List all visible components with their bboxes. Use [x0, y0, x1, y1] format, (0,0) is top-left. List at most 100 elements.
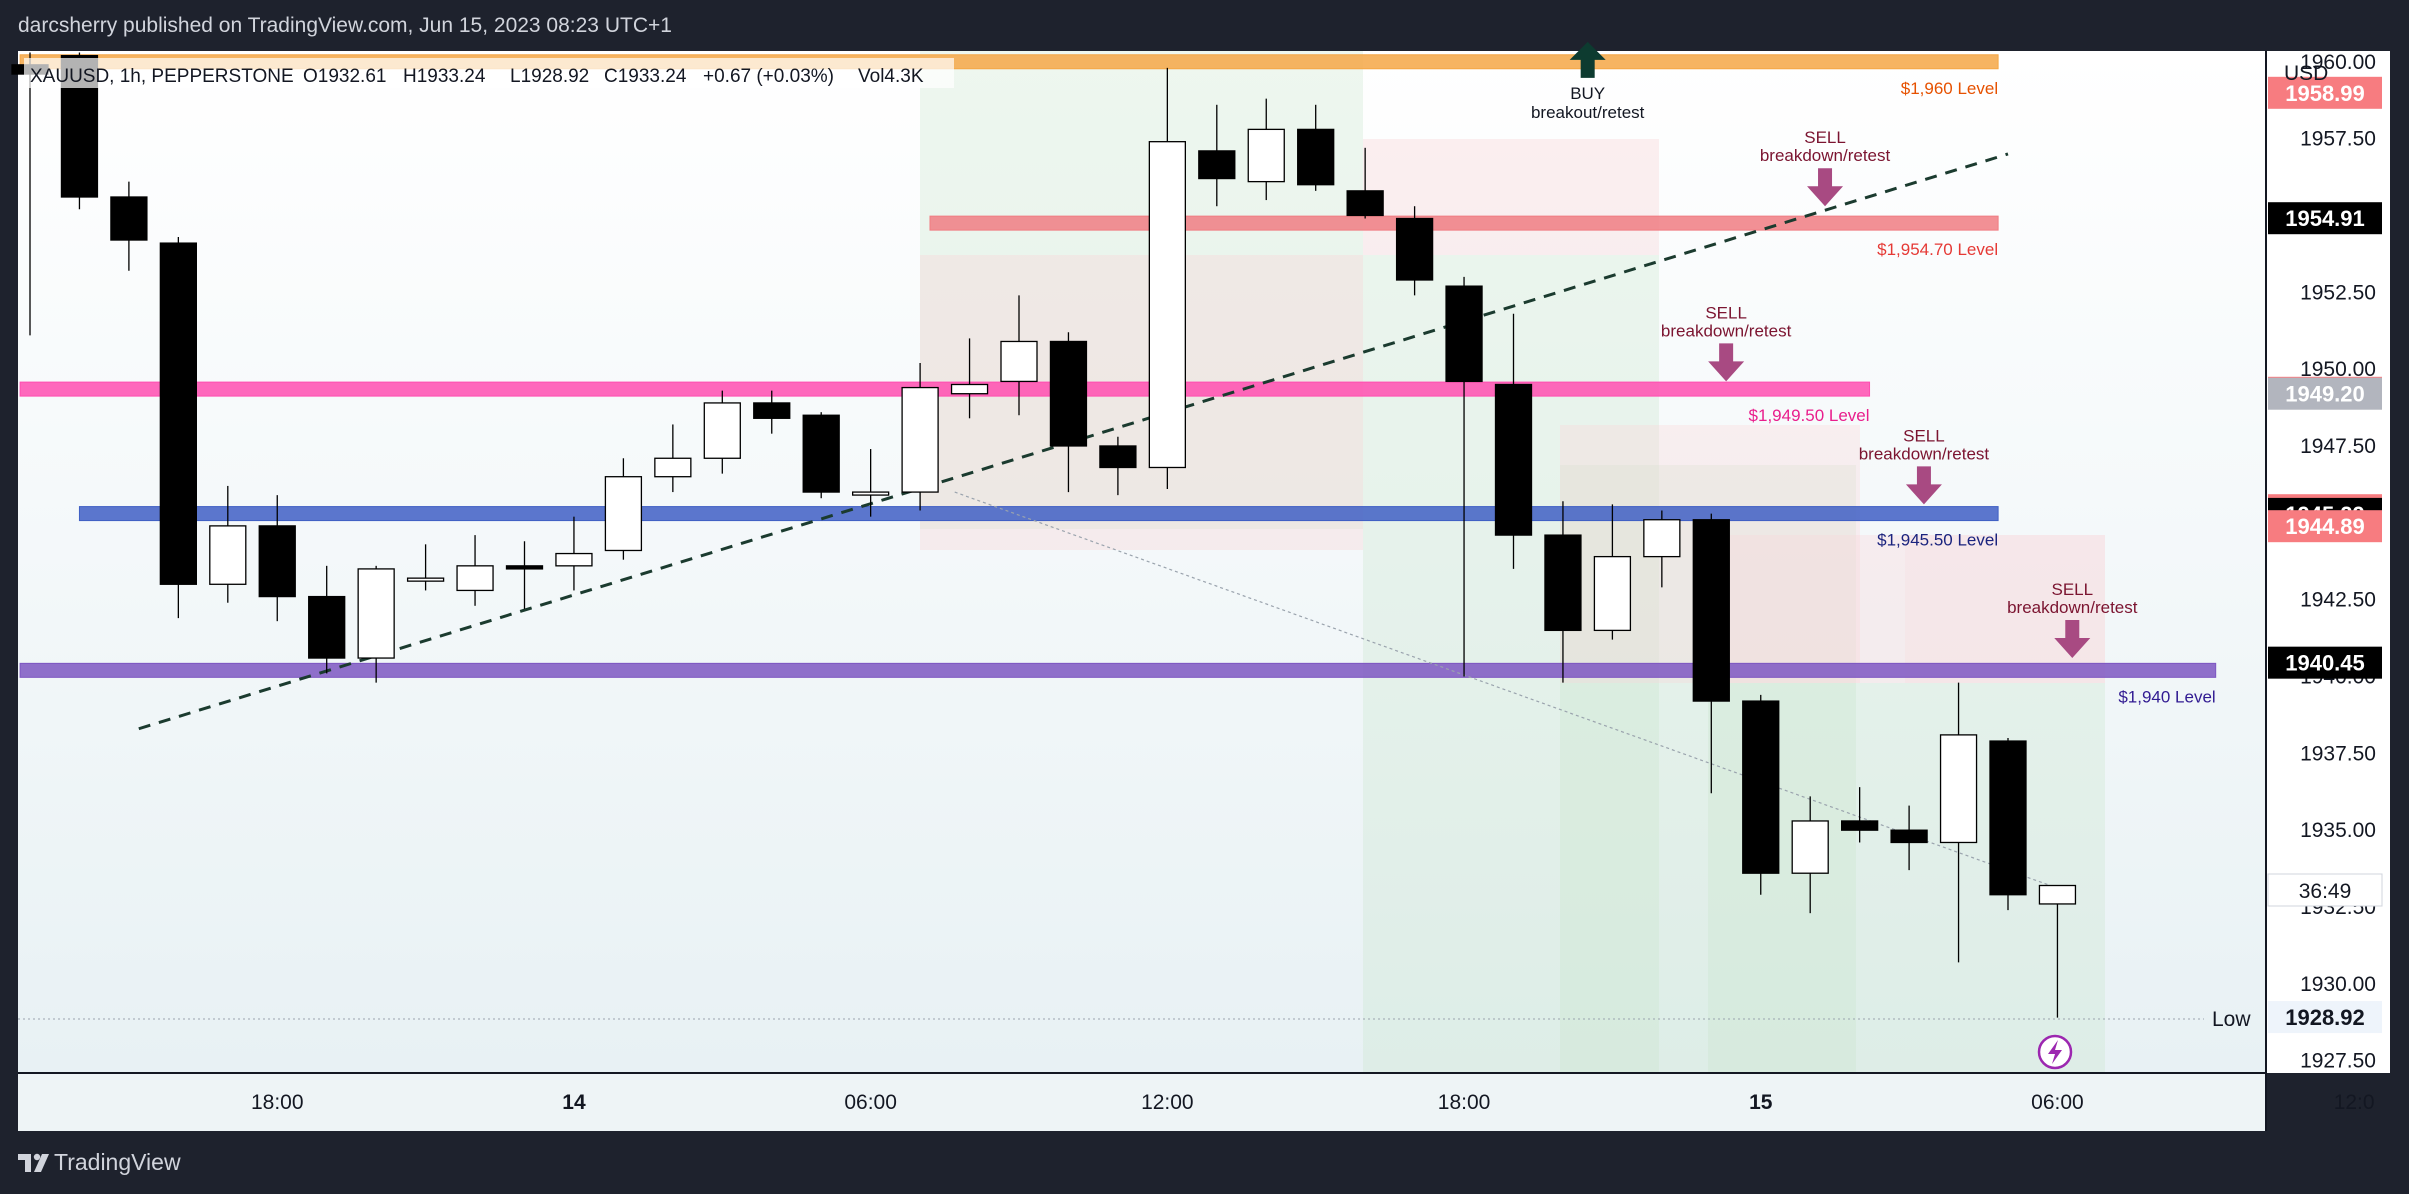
level-line	[78, 506, 1999, 522]
y-tick-label: 1950.00	[2300, 358, 2376, 381]
price-tag	[2268, 76, 2382, 109]
candle-body	[852, 491, 890, 496]
x-tick-label: 18:00	[1438, 1091, 1491, 1114]
price-tag	[2268, 1001, 2382, 1034]
axes: 1927.501930.001932.501935.001937.501940.…	[251, 51, 2382, 1114]
y-tick-label: 1952.50	[2300, 281, 2376, 304]
candle-body	[555, 552, 593, 567]
candle-body	[1742, 700, 1780, 874]
candle-body	[406, 577, 445, 582]
x-tick-label: 12:00	[1141, 1091, 1194, 1114]
candle-body	[308, 595, 346, 659]
level-line	[19, 381, 1871, 397]
level-label: $1,945.50 Level	[1877, 531, 1998, 550]
candle-body	[1989, 740, 2027, 896]
price-tag-value: 1928.92	[2285, 1005, 2365, 1030]
candle-body	[159, 242, 198, 585]
buy-arrow	[1569, 41, 1606, 78]
candle-body	[1791, 820, 1829, 874]
y-tick-label: 1960.00	[2300, 51, 2376, 74]
publish-text: darcsherry published on TradingView.com,…	[18, 14, 672, 37]
candle-body	[901, 386, 939, 493]
candle-body	[1692, 519, 1730, 702]
green-zone	[920, 51, 1363, 529]
candle-body	[1148, 141, 1186, 469]
sell-label: SELL	[2051, 580, 2093, 599]
candles	[11, 52, 2077, 1018]
legend-high: H1933.24	[403, 66, 486, 87]
sell-arrow	[2054, 620, 2091, 659]
candle-body	[505, 565, 544, 570]
countdown-tag: 36:49	[2267, 873, 2383, 907]
x-tick-label: 06:00	[2031, 1091, 2084, 1114]
candle-body	[1049, 340, 1088, 447]
sell-text: breakdown/retest	[1661, 321, 1792, 340]
candle-body	[110, 196, 148, 241]
x-tick-label: 18:00	[251, 1091, 304, 1114]
candle-body	[1000, 340, 1038, 383]
price-tag-value: 1958.99	[2285, 81, 2365, 106]
tradingview-logo-icon	[18, 1153, 49, 1172]
sell-label: SELL	[1705, 303, 1747, 322]
candle-body	[1247, 128, 1285, 183]
candle-body	[1099, 445, 1137, 469]
price-tag-value: 1944.89	[2285, 514, 2365, 539]
sell-text: breakdown/retest	[1859, 444, 1990, 463]
y-tick-label: 1942.50	[2300, 589, 2376, 612]
level-line	[19, 662, 2217, 678]
y-tick-label: 1935.00	[2300, 819, 2376, 842]
candle-body	[1198, 150, 1236, 180]
sell-text: breakdown/retest	[1760, 146, 1891, 165]
candle-body	[604, 476, 643, 552]
level-line	[929, 215, 1999, 231]
sell-label: SELL	[1804, 128, 1846, 147]
lightning-icon[interactable]	[2037, 1034, 2073, 1070]
candle-body	[703, 402, 741, 459]
sell-arrow	[1807, 168, 1844, 207]
x-tick-label: 12:0	[2334, 1091, 2375, 1114]
candle-body	[950, 383, 989, 395]
candle-body	[1544, 534, 1582, 632]
sell-arrow	[1708, 343, 1745, 382]
brand-text: TradingView	[54, 1149, 181, 1175]
sell-arrow	[1905, 466, 1942, 505]
x-tick-label: 15	[1749, 1091, 1773, 1114]
level-label: $1,949.50 Level	[1749, 406, 1870, 425]
y-tick-label: 1930.00	[2300, 973, 2376, 996]
legend-open: O1932.61	[303, 66, 386, 87]
price-tag	[2268, 646, 2382, 679]
candle-body	[1939, 734, 1978, 844]
candle-body	[753, 402, 791, 419]
price-tag-value: 1949.20	[2285, 382, 2365, 407]
legend: XAUUSD, 1h, PEPPERSTONE O1932.61 H1933.2…	[24, 58, 954, 88]
legend-change: +0.67 (+0.03%)	[703, 66, 834, 87]
candle-body	[802, 414, 840, 493]
sell-text: breakdown/retest	[2007, 598, 2138, 617]
x-tick-label: 06:00	[844, 1091, 897, 1114]
time-axis-background	[18, 1073, 2266, 1131]
red-zone	[1708, 535, 2105, 683]
candle-body	[456, 565, 494, 592]
buy-text: breakout/retest	[1531, 103, 1645, 122]
candle-body	[357, 568, 395, 659]
candle-body	[258, 525, 296, 598]
legend-low: L1928.92	[510, 66, 589, 87]
currency-label: USD	[2284, 62, 2328, 85]
candle-body	[1445, 285, 1483, 383]
x-tick-label: 14	[562, 1091, 586, 1114]
candle-body	[209, 525, 247, 585]
y-tick-label: 1937.50	[2300, 742, 2376, 765]
annotations: BUYbreakout/retestSELLbreakdown/retestSE…	[1531, 41, 2138, 659]
price-tag-value: 1954.91	[2285, 206, 2365, 231]
candle-body	[1643, 519, 1681, 558]
buy-label: BUY	[1570, 84, 1605, 103]
price-tag	[2268, 202, 2382, 235]
price-tag	[2268, 510, 2382, 543]
y-tick-label: 1927.50	[2300, 1050, 2376, 1073]
candle-body	[1494, 383, 1533, 536]
level-label: $1,940 Level	[2118, 687, 2215, 706]
y-tick-label: 1947.50	[2300, 435, 2376, 458]
legend-close: C1933.24	[604, 66, 687, 87]
candle-body	[1395, 217, 1434, 281]
